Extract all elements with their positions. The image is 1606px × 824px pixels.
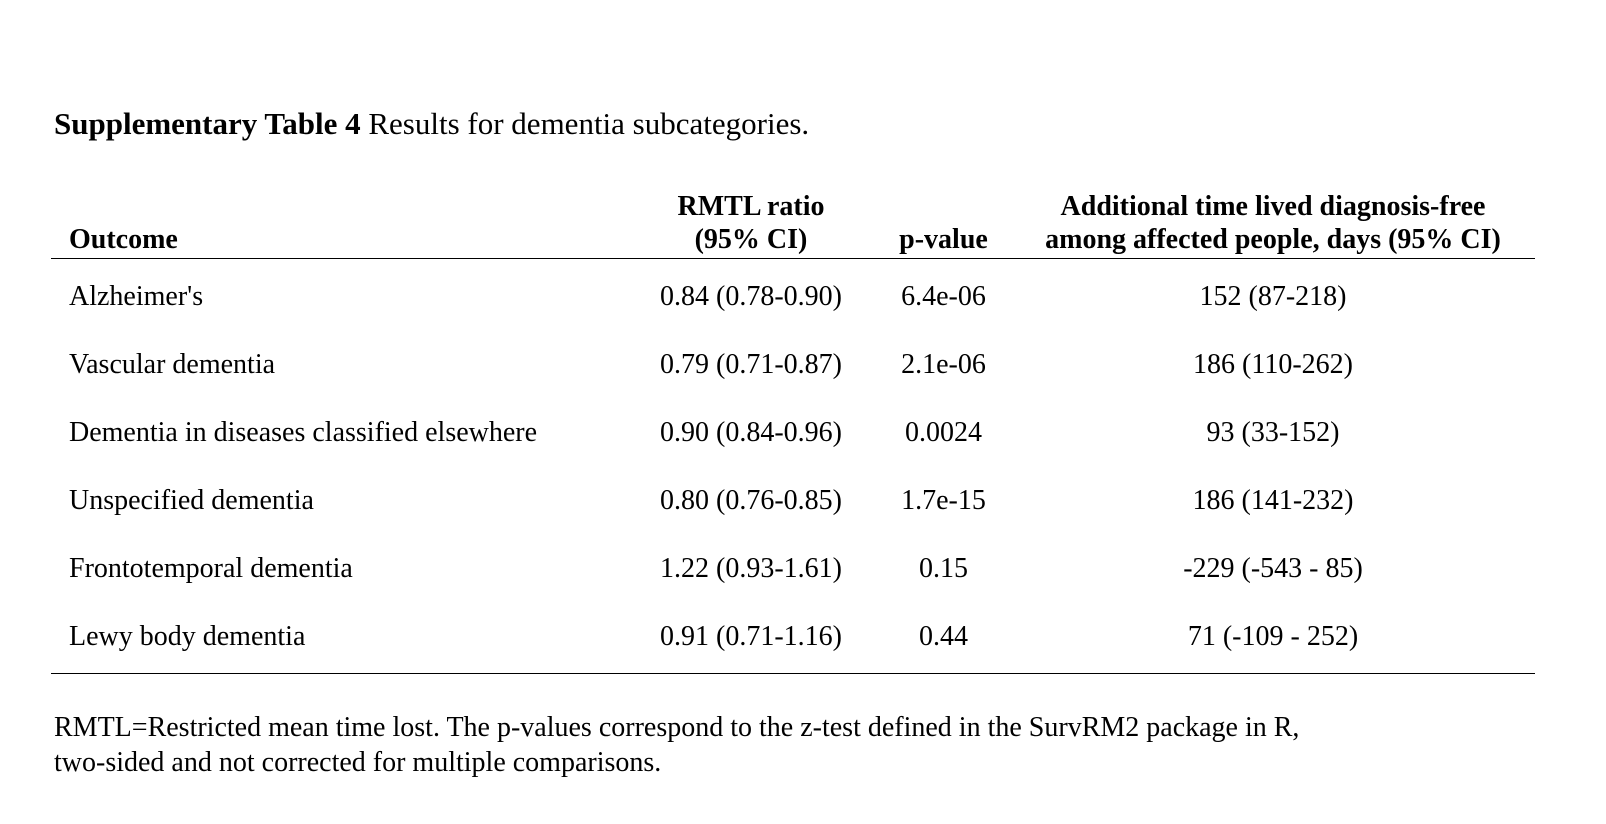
cell-outcome: Lewy body dementia bbox=[51, 603, 626, 674]
cell-rmtl: 0.84 (0.78-0.90) bbox=[660, 281, 842, 312]
cell-rmtl: 0.90 (0.84-0.96) bbox=[660, 417, 842, 448]
header-rmtl-line2: (95% CI) bbox=[694, 224, 808, 255]
table-row: Unspecified dementia 0.80 (0.76-0.85) 1.… bbox=[51, 467, 1535, 535]
table-row: Alzheimer's 0.84 (0.78-0.90) 6.4e-06 152… bbox=[51, 259, 1535, 332]
cell-pvalue: 6.4e-06 bbox=[901, 281, 986, 312]
cell-outcome: Dementia in diseases classified elsewher… bbox=[69, 417, 538, 448]
cell-time: 186 (110-262) bbox=[1193, 349, 1353, 380]
table-caption: Supplementary Table 4 Results for dement… bbox=[54, 104, 809, 144]
cell-time: -229 (-543 - 85) bbox=[1183, 553, 1363, 584]
cell-outcome: Unspecified dementia bbox=[69, 485, 314, 516]
footnote-line1: RMTL=Restricted mean time lost. The p-va… bbox=[54, 712, 1300, 743]
header-time-line2: among affected people, days (95% CI) bbox=[1045, 224, 1501, 255]
cell-outcome: Frontotemporal dementia bbox=[69, 553, 353, 584]
cell-time: 152 (87-218) bbox=[1199, 281, 1347, 312]
table-row: Dementia in diseases classified elsewher… bbox=[51, 399, 1535, 467]
cell-pvalue: 1.7e-15 bbox=[901, 485, 986, 516]
table-row: Lewy body dementia 0.91 (0.71-1.16) 0.44… bbox=[51, 603, 1535, 674]
cell-rmtl: 0.80 (0.76-0.85) bbox=[660, 485, 842, 516]
results-table: Outcome RMTL ratio (95% CI) p-value Addi… bbox=[51, 190, 1535, 674]
cell-pvalue: 0.44 bbox=[876, 603, 1011, 674]
cell-rmtl: 0.91 (0.71-1.16) bbox=[626, 603, 876, 674]
cell-pvalue: 2.1e-06 bbox=[901, 349, 986, 380]
header-outcome: Outcome bbox=[51, 190, 626, 259]
header-pvalue: p-value bbox=[876, 190, 1011, 259]
cell-outcome: Vascular dementia bbox=[69, 349, 276, 380]
results-table-container: Outcome RMTL ratio (95% CI) p-value Addi… bbox=[51, 190, 1535, 674]
cell-time: 93 (33-152) bbox=[1206, 417, 1340, 448]
table-row: Vascular dementia 0.79 (0.71-0.87) 2.1e-… bbox=[51, 331, 1535, 399]
header-additional-time: Additional time lived diagnosis-free amo… bbox=[1011, 190, 1535, 259]
cell-pvalue: 0.15 bbox=[919, 553, 968, 584]
caption-text: Results for dementia subcategories. bbox=[360, 106, 810, 141]
footnote-line2: two-sided and not corrected for multiple… bbox=[54, 747, 662, 778]
table-footnote: RMTL=Restricted mean time lost. The p-va… bbox=[54, 710, 1554, 780]
cell-time: 71 (-109 - 252) bbox=[1011, 603, 1535, 674]
table-header-row: Outcome RMTL ratio (95% CI) p-value Addi… bbox=[51, 190, 1535, 259]
cell-rmtl: 0.79 (0.71-0.87) bbox=[660, 349, 842, 380]
header-rmtl-line1: RMTL ratio bbox=[677, 191, 825, 222]
header-rmtl-ratio: RMTL ratio (95% CI) bbox=[626, 190, 876, 259]
caption-label: Supplementary Table 4 bbox=[54, 106, 361, 141]
cell-rmtl: 1.22 (0.93-1.61) bbox=[660, 553, 842, 584]
cell-pvalue: 0.0024 bbox=[905, 417, 982, 448]
table-row: Frontotemporal dementia 1.22 (0.93-1.61)… bbox=[51, 535, 1535, 603]
cell-time: 186 (141-232) bbox=[1192, 485, 1354, 516]
header-time-line1: Additional time lived diagnosis-free bbox=[1060, 191, 1486, 222]
cell-outcome: Alzheimer's bbox=[69, 281, 204, 312]
